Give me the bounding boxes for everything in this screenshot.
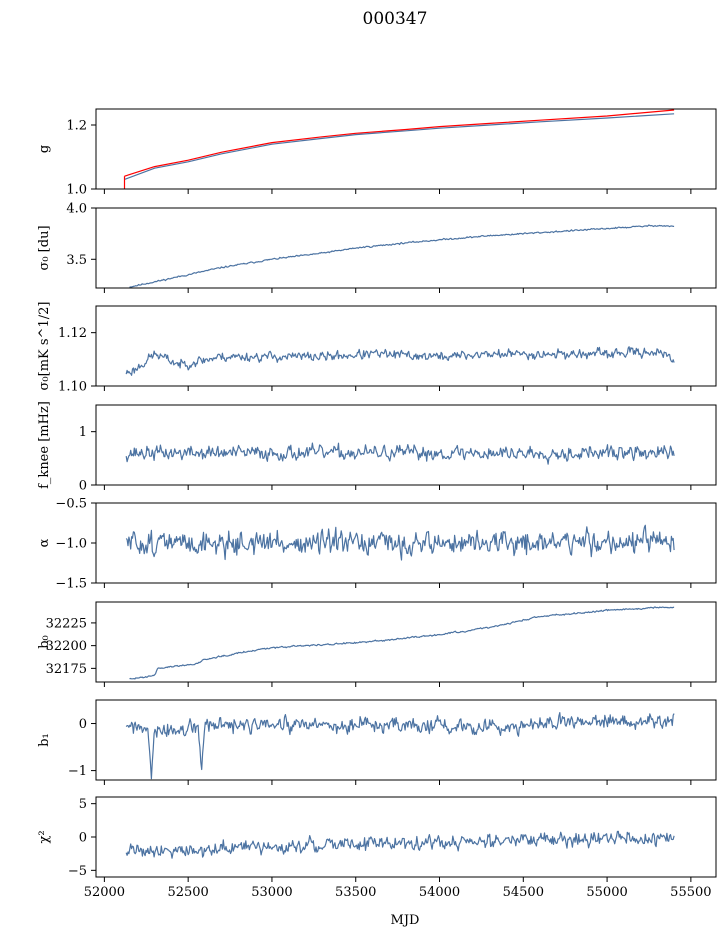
y-tick-label: −1.5 — [55, 577, 87, 592]
y-axis-label-b1: b₁ — [37, 733, 52, 747]
y-tick-label: 32225 — [46, 616, 87, 631]
y-tick-label: 0 — [79, 831, 87, 846]
y-tick-label: 1.0 — [66, 183, 87, 198]
series-line-chi2 — [125, 830, 675, 859]
series-line-sigma0_mk — [125, 346, 675, 376]
y-tick-label: 0 — [79, 717, 87, 732]
y-axis-label-chi2: χ² — [37, 830, 52, 843]
series-line-b1 — [125, 712, 675, 780]
panel-b1: −1 0 b₁ — [37, 699, 717, 785]
series-line-g-1 — [124, 109, 675, 177]
y-axis-label-b0: b₀ — [37, 635, 52, 649]
y-axis-label-g: g — [37, 145, 52, 153]
y-tick-label: 0 — [79, 479, 87, 494]
panel-g: 1.0 1.2 g — [37, 108, 717, 198]
y-tick-label: 5 — [79, 797, 87, 812]
panel-fknee: 0 1 f_knee [mHz] — [37, 401, 717, 494]
y-tick-label: 1.10 — [58, 380, 87, 395]
series-line-alpha — [125, 524, 675, 561]
x-tick-label: 53500 — [335, 885, 376, 900]
x-tick-label: 52000 — [84, 885, 125, 900]
y-axis-label-alpha: α — [37, 538, 52, 547]
panel-sigma0_du: 3.5 4.0 σ₀ [du] — [37, 202, 717, 293]
x-axis-label: MJD — [391, 913, 420, 928]
series-line-fknee — [125, 442, 675, 465]
panel-frame — [95, 108, 717, 190]
panel-sigma0_mk: 1.10 1.12 σ₀[mK s^1/2] — [37, 302, 717, 395]
x-tick-label: 52500 — [167, 885, 208, 900]
y-axis-label-sigma0_du: σ₀ [du] — [37, 225, 52, 270]
x-tick-label: 55000 — [586, 885, 627, 900]
x-tick-label: 54000 — [419, 885, 460, 900]
series-line-sigma0_du — [129, 224, 675, 288]
x-tick-label: 55500 — [670, 885, 711, 900]
x-tick-label: 53000 — [251, 885, 292, 900]
y-tick-label: −1.0 — [55, 537, 87, 552]
figure-title: 000347 — [363, 9, 428, 29]
panel-frame — [95, 699, 717, 781]
y-axis-label-sigma0_mk: σ₀[mK s^1/2] — [37, 302, 52, 391]
y-tick-label: −1 — [68, 764, 87, 779]
x-tick-label: 54500 — [503, 885, 544, 900]
series-line-g — [124, 113, 675, 180]
y-tick-label: 4.0 — [66, 202, 87, 217]
subplot-panels: 1.0 1.2 g 3.5 4.0 σ₀ [du] 1.10 1.12 σ₀[mK s^1/2]… — [37, 108, 717, 900]
panel-frame — [95, 305, 717, 387]
y-tick-label: 1.2 — [66, 119, 87, 134]
y-tick-label: 3.5 — [66, 253, 87, 268]
y-tick-label: −5 — [68, 864, 87, 879]
panel-frame — [95, 404, 717, 486]
panel-frame — [95, 207, 717, 289]
y-axis-label-fknee: f_knee [mHz] — [37, 401, 52, 489]
y-tick-label: 32175 — [46, 662, 87, 677]
panel-b0: 32175 32200 32225 b₀ — [37, 601, 717, 687]
series-line-b0 — [129, 606, 675, 680]
y-tick-label: 32200 — [46, 639, 87, 654]
panel-chi2: −5 0 5 52000 52500 53000 53500 54000 54500 55000 5… — [37, 796, 717, 900]
panel-frame — [95, 601, 717, 683]
y-tick-label: −0.5 — [55, 497, 87, 512]
y-tick-label: 1.12 — [58, 326, 87, 341]
y-tick-label: 1 — [79, 425, 87, 440]
panel-alpha: −1.5 −1.0 −0.5 α — [37, 497, 717, 592]
